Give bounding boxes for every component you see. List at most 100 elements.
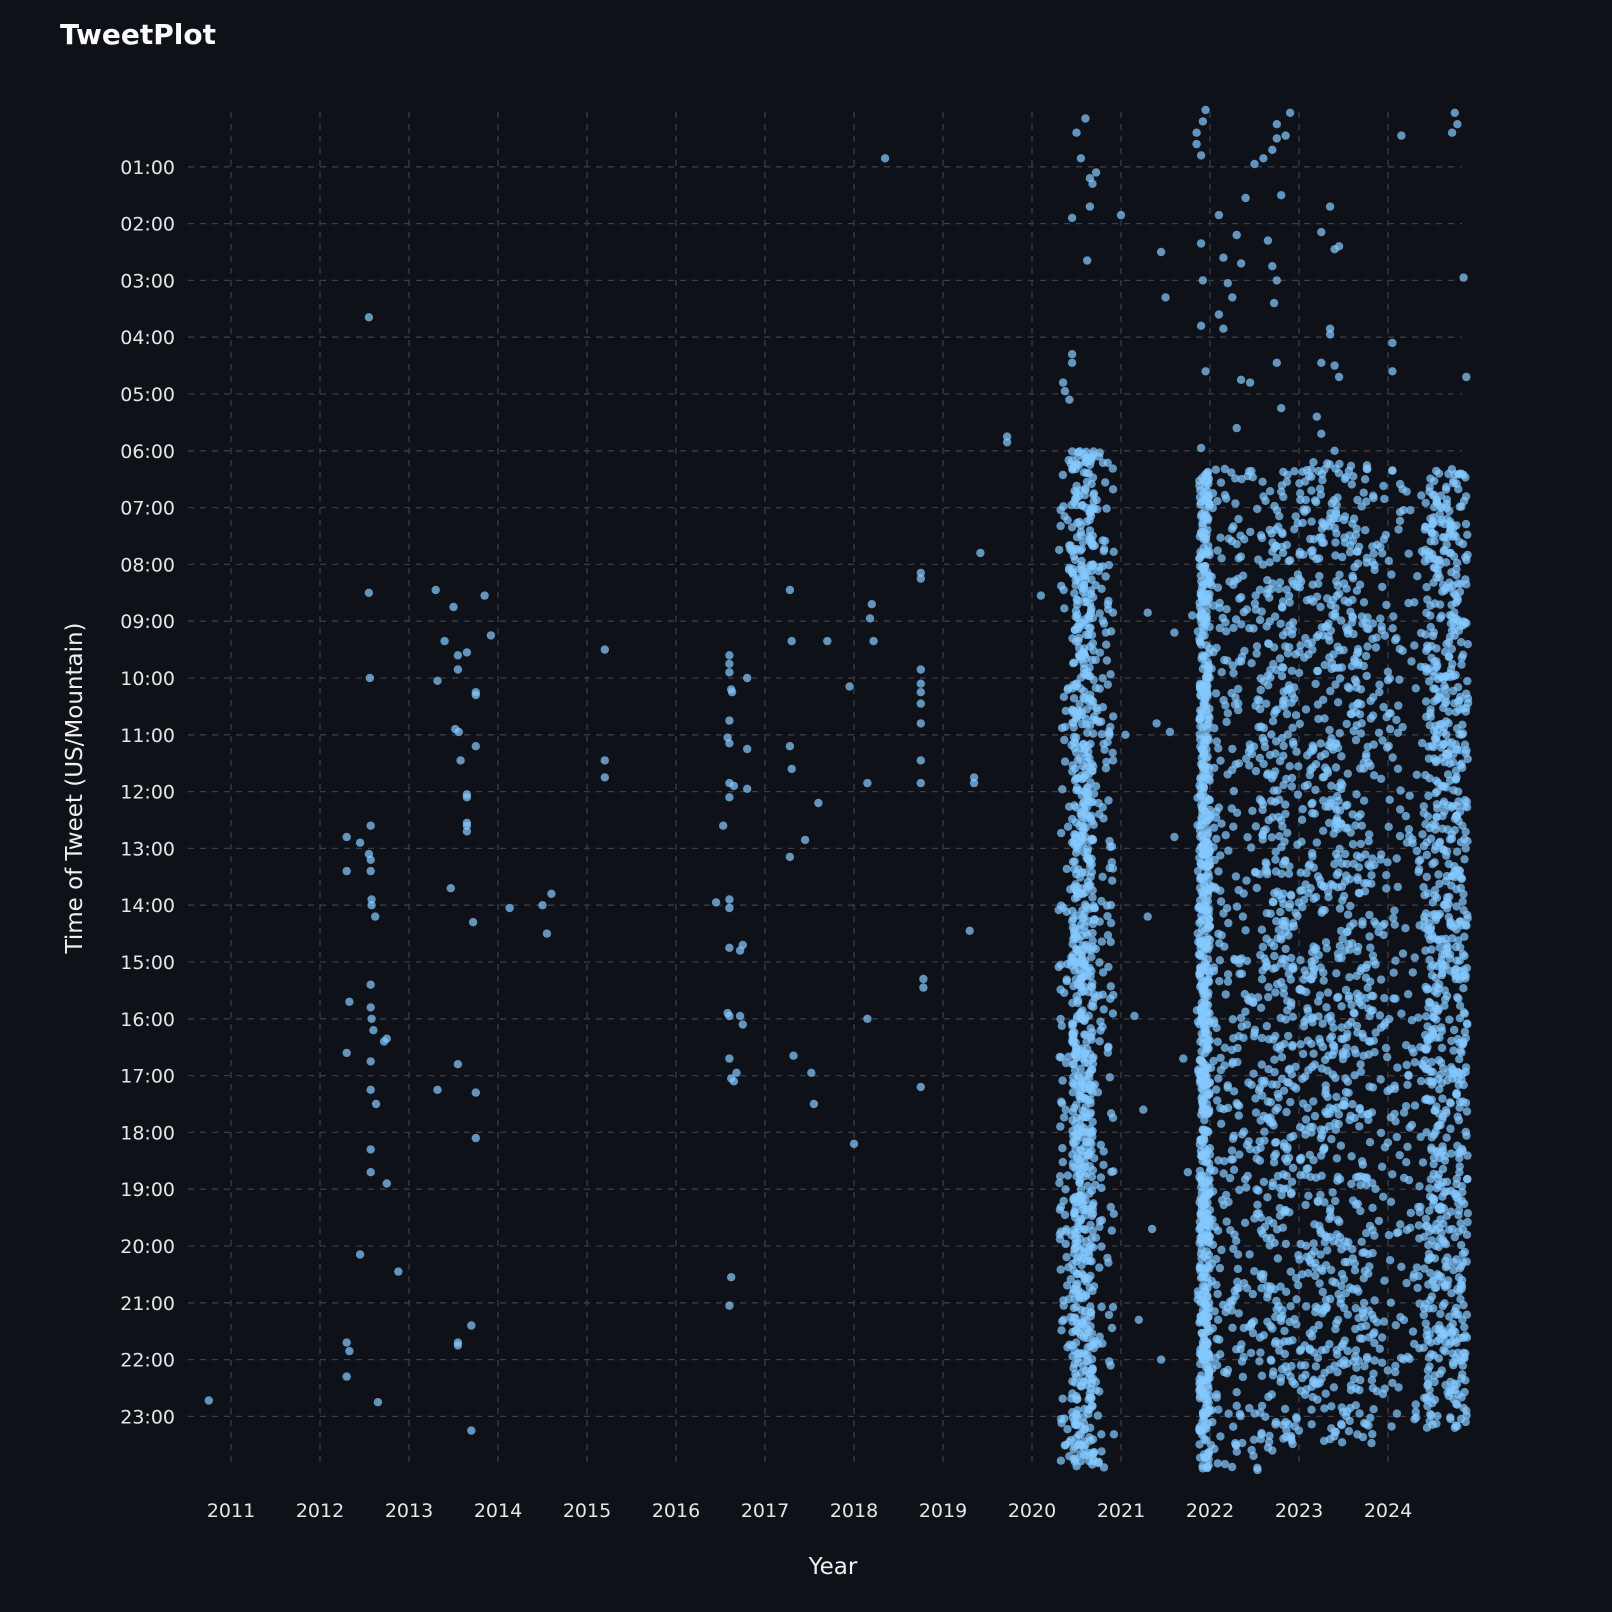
data-point [1214,310,1224,319]
data-point [1433,804,1442,813]
data-point [1204,885,1213,894]
data-point [1446,520,1456,529]
data-point [1106,937,1115,947]
data-point [1071,1325,1081,1335]
data-point [462,793,472,802]
data-point [1266,585,1276,594]
data-point [1069,1038,1078,1048]
data-point [1396,1220,1405,1229]
data-point [1139,1105,1148,1114]
data-point [1351,1049,1360,1058]
data-point [1384,556,1394,566]
data-point [1441,717,1451,726]
data-point [1333,493,1342,502]
data-point [1205,704,1214,713]
data-point [1103,931,1113,940]
data-point [1097,896,1106,906]
data-point [1193,866,1203,876]
data-point [1271,847,1280,856]
data-point [1102,757,1111,767]
data-point [1196,587,1206,597]
data-point [976,548,985,558]
data-point [1446,1323,1455,1332]
data-point [785,852,795,862]
data-point [1341,1087,1351,1097]
data-point [1283,1184,1292,1193]
data-point [1457,1182,1467,1191]
data-point [1367,1438,1376,1448]
data-point [1419,802,1429,811]
data-point [725,668,734,677]
data-point [1460,855,1469,864]
data-point [1390,1084,1400,1094]
data-point [1072,1318,1082,1328]
data-point [1231,693,1240,702]
data-point [1277,481,1287,490]
data-point [1417,491,1426,500]
data-point [1308,852,1317,861]
data-point [1108,756,1118,765]
data-point [1454,1273,1464,1282]
data-point [1410,598,1419,607]
data-point [1353,1430,1362,1439]
data-point [1456,1280,1465,1289]
data-point [1069,694,1079,703]
data-point [1380,631,1390,640]
data-point [1264,992,1273,1002]
data-point [1429,1304,1438,1313]
data-point [1269,298,1279,308]
data-point [1296,641,1305,650]
data-point [1292,1414,1301,1424]
data-point [1418,1158,1428,1167]
data-point [1223,1083,1232,1092]
data-point [1262,1021,1272,1031]
data-point [1376,774,1386,783]
data-point [1069,552,1079,561]
data-point [1369,771,1379,780]
data-point [1237,474,1246,484]
data-point [1369,1405,1378,1414]
data-point [1234,885,1243,895]
data-point [1083,1343,1092,1352]
data-point [1069,914,1078,923]
data-point [1410,1415,1419,1424]
data-point [1223,970,1233,979]
data-point [1252,649,1261,658]
data-point [1076,1064,1085,1074]
data-point [1294,668,1304,678]
data-point [1277,528,1287,537]
data-point [1453,683,1463,692]
data-point [1228,1134,1238,1143]
data-point [1219,909,1228,918]
data-point [1061,1239,1070,1249]
data-point [1257,607,1266,616]
data-point [1236,1411,1245,1421]
data-point [1247,659,1256,668]
data-point [1257,1430,1266,1439]
data-point [1311,679,1320,689]
data-point [1428,631,1438,641]
data-point [1309,964,1319,973]
data-point [1202,1408,1211,1418]
data-point [1424,1240,1433,1250]
data-point [1425,1362,1434,1371]
data-point [1429,513,1439,522]
data-point [1095,684,1104,693]
data-point [1344,1238,1353,1247]
data-point [1449,588,1458,598]
data-point [1068,1341,1077,1350]
data-point [1081,788,1090,797]
data-point [1311,497,1321,507]
data-point [725,895,734,904]
data-point [1061,706,1071,716]
data-point [1345,973,1354,982]
data-point [1428,1420,1437,1430]
data-point [1368,1429,1377,1439]
data-point [1455,1162,1464,1171]
data-point [1073,998,1083,1008]
data-point [1435,1335,1444,1344]
data-point [1331,603,1340,613]
data-point [1463,1217,1472,1227]
data-point [1332,969,1341,978]
data-point [1453,993,1462,1002]
